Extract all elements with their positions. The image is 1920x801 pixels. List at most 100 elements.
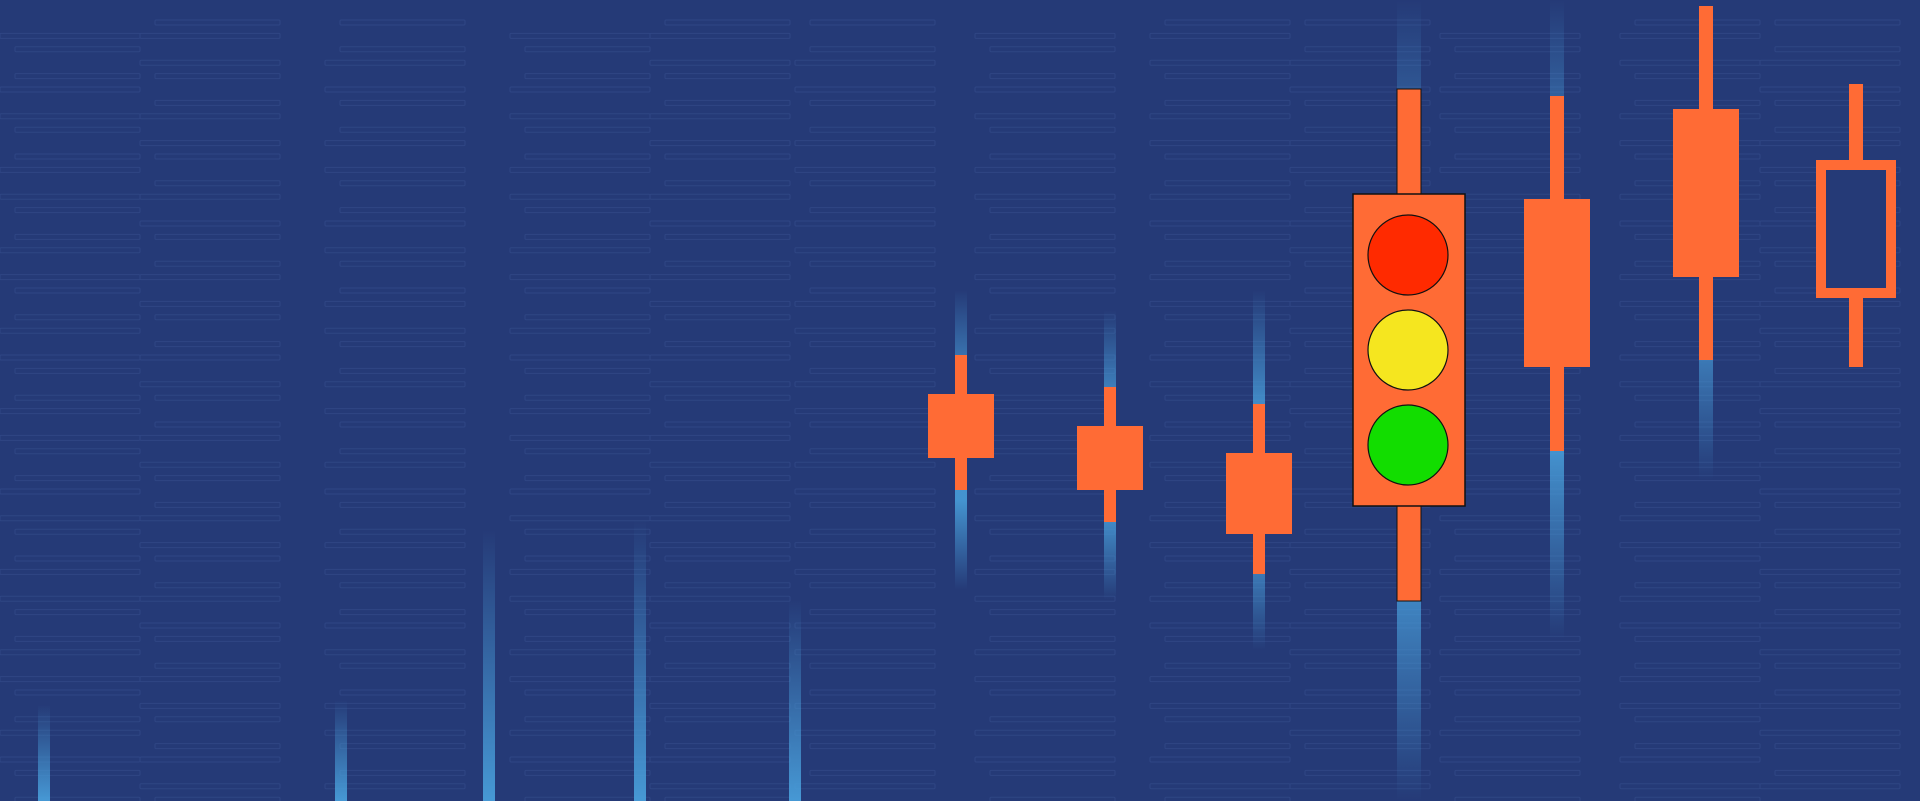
pattern-line <box>664 233 791 240</box>
pattern-line <box>649 461 791 468</box>
pattern-line <box>524 126 651 133</box>
pattern-line <box>1454 609 1581 616</box>
pattern-line <box>154 796 281 801</box>
pattern-line <box>989 769 1116 776</box>
pattern-line <box>14 796 141 801</box>
candle-body <box>1077 426 1143 490</box>
pattern-line <box>664 260 791 267</box>
pattern-line <box>139 702 281 709</box>
pattern-line <box>14 367 141 374</box>
pattern-line <box>0 568 141 575</box>
pattern-line <box>1774 367 1901 374</box>
light-streak-icon <box>483 530 495 801</box>
pattern-line <box>1439 729 1581 736</box>
pattern-line <box>1164 341 1291 348</box>
pattern-line <box>1454 153 1581 160</box>
pattern-line <box>649 515 791 522</box>
pattern-line <box>1759 300 1901 307</box>
pattern-line <box>1634 421 1761 428</box>
pattern-line <box>154 501 281 508</box>
pattern-line <box>324 783 466 790</box>
pattern-line <box>1774 19 1901 26</box>
pattern-line <box>1634 582 1761 589</box>
pattern-line <box>524 635 651 642</box>
pattern-line <box>1304 46 1431 53</box>
pattern-line <box>14 287 141 294</box>
pattern-line <box>154 19 281 26</box>
pattern-line <box>324 408 466 415</box>
pattern-line <box>1164 662 1291 669</box>
pattern-line <box>324 166 466 173</box>
pattern-line <box>1289 622 1431 629</box>
pattern-line <box>139 300 281 307</box>
pattern-line <box>339 341 466 348</box>
pattern-line <box>1289 542 1431 549</box>
pattern-line <box>14 609 141 616</box>
pattern-line <box>809 769 936 776</box>
pattern-line <box>1289 140 1431 147</box>
pattern-line <box>154 662 281 669</box>
pattern-line <box>1759 327 1901 334</box>
pattern-line <box>1619 354 1761 361</box>
pattern-line <box>1454 769 1581 776</box>
pattern-line <box>664 314 791 321</box>
pattern-line <box>1149 193 1291 200</box>
pattern-line <box>649 274 791 281</box>
pattern-line <box>324 568 466 575</box>
pattern-line <box>664 73 791 80</box>
pattern-line <box>664 475 791 482</box>
pattern-line <box>324 220 466 227</box>
pattern-line <box>139 595 281 602</box>
pattern-line <box>974 113 1116 120</box>
pattern-line <box>324 649 466 656</box>
pattern-line <box>1164 555 1291 562</box>
pattern-line <box>154 475 281 482</box>
pattern-line <box>1634 394 1761 401</box>
pattern-line <box>664 394 791 401</box>
pattern-line <box>14 689 141 696</box>
pattern-line <box>509 247 651 254</box>
pattern-line <box>339 126 466 133</box>
pattern-line <box>1289 702 1431 709</box>
pattern-line <box>14 555 141 562</box>
pattern-line <box>509 729 651 736</box>
pattern-line <box>1759 488 1901 495</box>
pattern-line <box>1289 86 1431 93</box>
pattern-line <box>1759 568 1901 575</box>
pattern-line <box>0 729 141 736</box>
pattern-line <box>1619 595 1761 602</box>
pattern-line <box>649 434 791 441</box>
pattern-line <box>339 99 466 106</box>
traffic-light-pole-top <box>1396 88 1422 196</box>
pattern-line <box>0 166 141 173</box>
pattern-line <box>1619 515 1761 522</box>
pattern-line <box>339 528 466 535</box>
pattern-line <box>794 300 936 307</box>
pattern-line <box>139 274 281 281</box>
pattern-line <box>794 488 936 495</box>
pattern-line <box>649 59 791 66</box>
pattern-line <box>1774 99 1901 106</box>
pattern-line <box>974 86 1116 93</box>
pattern-line <box>0 408 141 415</box>
pattern-line <box>989 609 1116 616</box>
pattern-line <box>794 247 936 254</box>
pattern-line <box>1149 274 1291 281</box>
pattern-line <box>1759 461 1901 468</box>
pattern-line <box>1774 528 1901 535</box>
pattern-line <box>324 140 466 147</box>
red-light <box>1367 214 1449 296</box>
pattern-line <box>339 207 466 214</box>
pattern-line <box>1634 341 1761 348</box>
pattern-line <box>1454 796 1581 801</box>
pattern-line <box>809 662 936 669</box>
candle-body <box>1673 109 1739 277</box>
pattern-line <box>809 743 936 750</box>
pattern-line <box>1774 341 1901 348</box>
pattern-line <box>1439 756 1581 763</box>
pattern-line <box>1149 756 1291 763</box>
pattern-line <box>509 649 651 656</box>
pattern-line <box>1439 113 1581 120</box>
pattern-line <box>14 126 141 133</box>
pattern-line <box>154 635 281 642</box>
